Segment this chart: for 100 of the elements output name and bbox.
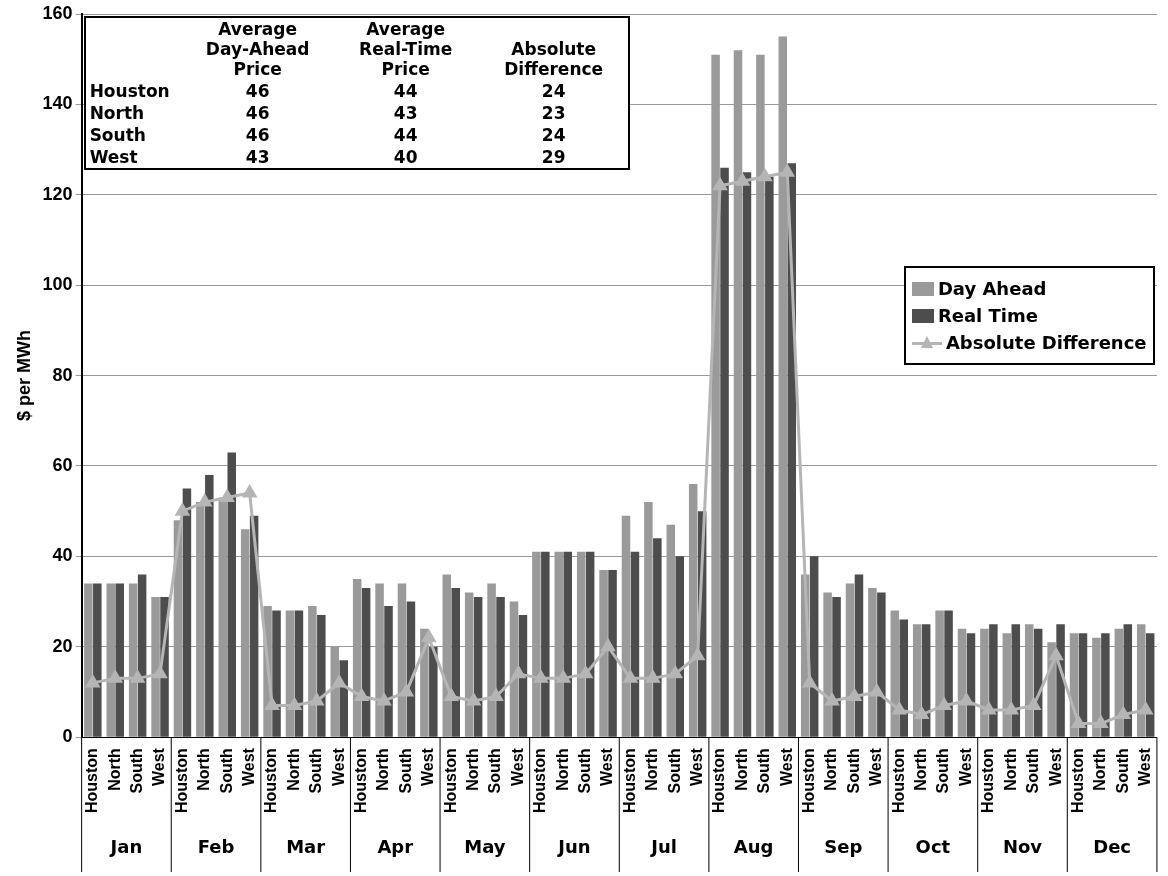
annotation: South (88, 124, 147, 146)
point (1027, 697, 1041, 710)
annotation: Absolute Difference (503, 38, 605, 80)
point (86, 675, 100, 688)
point (1049, 648, 1063, 661)
point (332, 675, 346, 688)
point (646, 670, 660, 683)
x-tick-label: Houston (979, 748, 997, 813)
point (1116, 707, 1130, 720)
point (578, 666, 593, 679)
x-tick-label: West (1046, 747, 1064, 787)
bar (720, 167, 729, 737)
x-tick-label: West (688, 747, 706, 787)
point (534, 670, 548, 683)
x-tick-label: North (553, 748, 571, 791)
x-tick-label: Houston (800, 748, 818, 813)
text: Oct (915, 835, 951, 857)
point (870, 684, 884, 697)
bar (473, 597, 483, 737)
annotation: 40 (392, 146, 419, 169)
point (354, 688, 369, 701)
y-tick-label: 40 (52, 545, 73, 566)
annotation: Average Real-Time Price (358, 18, 454, 80)
annotation: 46 (244, 124, 271, 146)
point (444, 688, 458, 701)
text: Mar (286, 835, 326, 857)
x-tick-label: South (844, 748, 862, 794)
legend-label: Absolute Difference (945, 332, 1147, 354)
point (265, 697, 279, 710)
bar (115, 583, 124, 737)
point (220, 490, 234, 503)
point (825, 693, 839, 706)
x-tick-label: Houston (1068, 748, 1086, 813)
y-tick-label: 100 (42, 274, 73, 295)
y-tick-label: 20 (52, 635, 73, 656)
bar (809, 556, 819, 737)
x-tick-label: South (128, 748, 146, 794)
bar (608, 569, 617, 737)
x-tick-label: North (1091, 748, 1109, 791)
x-tick-label: North (643, 748, 661, 791)
bar (653, 538, 662, 737)
point (892, 702, 906, 715)
point (198, 494, 212, 507)
point (153, 666, 167, 679)
y-tick-label: 60 (52, 454, 73, 475)
point (915, 707, 929, 720)
text: Nov (1002, 835, 1043, 857)
point (1139, 702, 1153, 715)
point (982, 702, 996, 715)
point (466, 693, 481, 706)
point (937, 697, 951, 710)
x-tick-label: South (1024, 748, 1042, 794)
point (601, 639, 615, 652)
point (556, 670, 570, 683)
point (623, 670, 638, 683)
point (175, 503, 190, 516)
point (108, 670, 122, 683)
x-tick-label: South (755, 748, 773, 794)
legend-label: Real Time (937, 305, 1038, 327)
text: Apr (377, 835, 414, 857)
point (668, 666, 682, 679)
bar (429, 646, 438, 737)
x-tick-label: Houston (620, 748, 638, 813)
annotation: Average Day-Ahead Price (204, 18, 311, 80)
text: Aug (733, 835, 774, 857)
x-tick-label: South (486, 748, 504, 794)
x-tick-label: Houston (262, 748, 280, 813)
x-tick-label: Houston (352, 748, 370, 813)
annotation: Houston (88, 80, 171, 102)
text: Jun (556, 835, 591, 857)
x-tick-label: West (508, 747, 526, 787)
bar (585, 551, 595, 737)
bar (137, 574, 147, 737)
y-tick-label: 0 (62, 726, 73, 747)
point (959, 693, 974, 706)
text: May (464, 835, 506, 857)
bar (317, 615, 326, 737)
bar (832, 597, 841, 737)
x-tick-label: West (1136, 747, 1154, 787)
bar (227, 452, 236, 737)
x-tick-label: West (150, 747, 168, 787)
bar (205, 474, 214, 737)
annotation: West (88, 146, 139, 169)
bar (339, 660, 348, 737)
point (310, 693, 324, 706)
x-tick-label: North (284, 748, 302, 791)
x-tick-label: West (598, 747, 616, 787)
annotation: 43 (244, 146, 271, 169)
point (690, 648, 705, 661)
text: Dec (1093, 835, 1132, 857)
point (242, 485, 257, 498)
x-tick-label: West (329, 747, 347, 787)
bar (765, 176, 774, 737)
bar (944, 610, 953, 737)
point (735, 173, 750, 186)
annotation: 43 (392, 102, 419, 124)
point (287, 697, 302, 710)
point (758, 169, 772, 182)
bar (675, 556, 685, 737)
bar (93, 583, 102, 737)
